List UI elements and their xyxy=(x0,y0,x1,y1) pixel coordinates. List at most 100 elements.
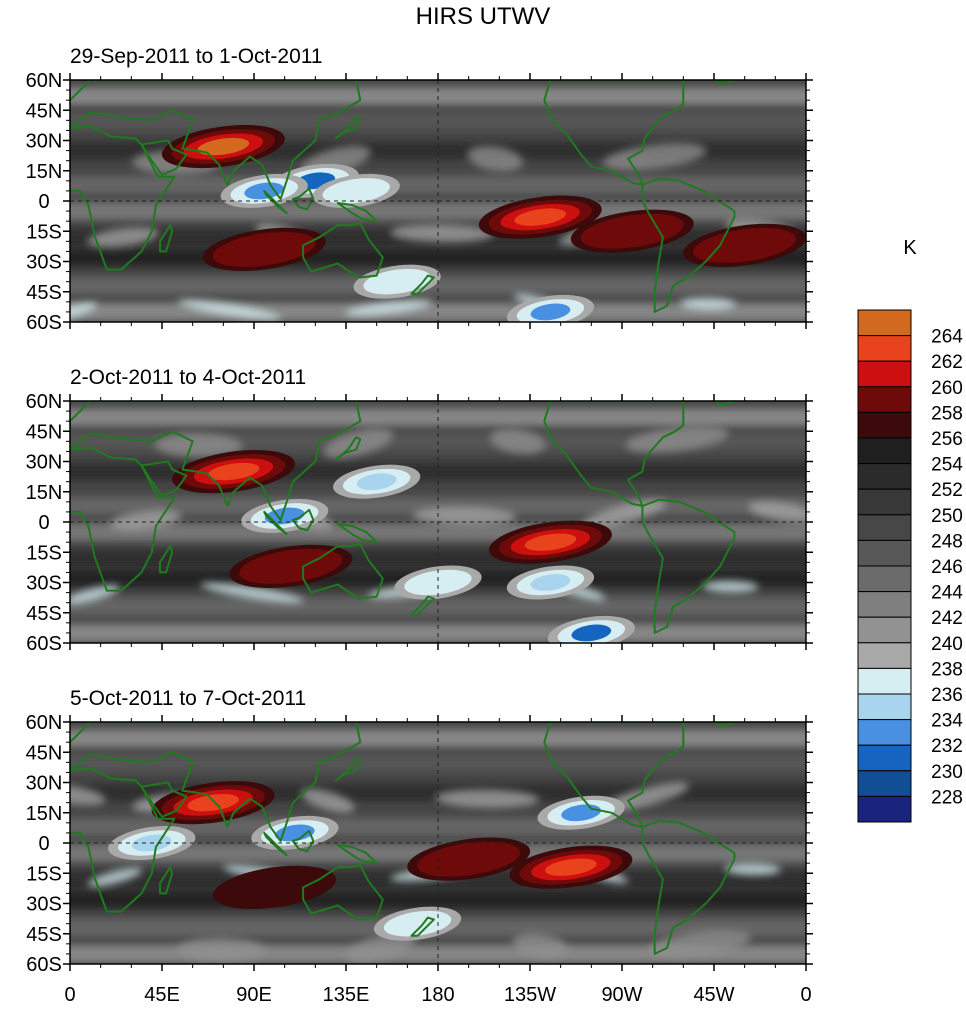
colorbar-label: 246 xyxy=(931,557,963,578)
coastline-7 xyxy=(336,202,378,223)
y-tick-label: 0 xyxy=(38,191,49,213)
field-streak xyxy=(679,297,736,310)
colorbar-box xyxy=(857,539,912,567)
coastline-10 xyxy=(410,916,435,937)
colorbar-box xyxy=(857,770,912,797)
panel-3-subtitle: 5-Oct-2011 to 7-Oct-2011 xyxy=(70,687,306,710)
y-tick-label: 45S xyxy=(26,603,62,625)
coastline-11 xyxy=(543,722,685,828)
field-feature-3-contour-4 xyxy=(545,858,597,876)
colorbar-box xyxy=(857,335,912,362)
field-streak xyxy=(603,143,707,171)
field-streak xyxy=(390,224,495,243)
field-feature-3-contour-3 xyxy=(356,473,397,491)
y-tick-label: 15N xyxy=(26,161,63,183)
colorbar-label: 242 xyxy=(931,608,963,629)
y-tick-label: 30S xyxy=(26,573,62,595)
colorbar-label: 250 xyxy=(931,506,963,527)
coastline-4 xyxy=(302,864,384,921)
y-tick-label: 60S xyxy=(26,312,62,334)
field-feature-1-contour-4 xyxy=(187,793,239,812)
field-feature-6-contour-3 xyxy=(530,574,571,591)
coastline-12 xyxy=(641,177,736,313)
coastline-7 xyxy=(336,844,378,865)
y-tick-label: 60N xyxy=(26,70,63,92)
y-tick-label: 0 xyxy=(38,833,49,855)
field-streak xyxy=(435,789,540,808)
coastline-3 xyxy=(140,781,188,818)
coastline-9 xyxy=(159,866,174,895)
colorbar-label: 258 xyxy=(931,403,963,424)
coastline-3 xyxy=(140,460,188,497)
x-tick-label: 0 xyxy=(64,984,75,1006)
coastline-2 xyxy=(70,80,362,200)
colorbar-box xyxy=(857,565,912,593)
colorbar-box xyxy=(857,463,912,490)
colorbar-box xyxy=(857,795,912,823)
colorbar-label: 248 xyxy=(931,531,963,552)
field-band-8 xyxy=(70,276,806,295)
coastline-6 xyxy=(263,189,288,215)
y-tick-label: 15N xyxy=(26,482,63,504)
field-streak xyxy=(412,506,517,525)
coastline-10 xyxy=(410,274,435,295)
field-streak xyxy=(512,933,568,959)
field-streak xyxy=(300,788,355,813)
y-tick-label: 45S xyxy=(26,924,62,946)
x-tick-label: 45E xyxy=(144,984,180,1006)
colorbar-label: 244 xyxy=(931,583,963,604)
field-streak xyxy=(70,302,98,322)
colorbar-label: 236 xyxy=(931,685,963,706)
colorbar-box xyxy=(857,488,912,516)
panel-3-field xyxy=(70,722,806,964)
y-tick-label: 45S xyxy=(26,282,62,304)
coastline-8 xyxy=(334,436,362,461)
colorbar-label: 262 xyxy=(931,352,963,373)
field-feature-6-contour-4 xyxy=(606,222,658,240)
coastline-7 xyxy=(336,523,378,544)
colorbar-box xyxy=(857,642,912,669)
coastline-12 xyxy=(641,819,736,955)
field-feature-1-contour-4 xyxy=(207,462,260,481)
coastline-2 xyxy=(70,401,362,521)
field-streak xyxy=(87,227,159,248)
coastline-6 xyxy=(263,510,288,536)
colorbar-box xyxy=(857,309,912,337)
field-streak xyxy=(177,937,266,962)
y-tick-label: 30N xyxy=(26,131,63,153)
x-tick-label: 45W xyxy=(693,984,734,1006)
coastline-13 xyxy=(713,80,738,85)
coastline-3 xyxy=(140,139,188,176)
field-feature-4-contour-3 xyxy=(336,182,377,200)
colorbar-box xyxy=(857,591,912,618)
colorbar-box xyxy=(857,386,912,413)
coastline-6 xyxy=(263,831,288,857)
field-streak xyxy=(603,782,690,811)
coastlines xyxy=(70,80,738,313)
y-tick-label: 15S xyxy=(26,863,62,885)
field-streak xyxy=(345,299,433,316)
colorbar-box xyxy=(857,719,912,746)
field-streak xyxy=(648,930,752,958)
colorbar-label: 254 xyxy=(931,455,963,476)
y-tick-label: 30N xyxy=(26,773,63,795)
y-tick-label: 15S xyxy=(26,221,62,243)
colorbar-label: 238 xyxy=(931,659,963,680)
field-feature-1-contour-4 xyxy=(197,137,250,156)
coastline-9 xyxy=(159,545,174,574)
field-streak xyxy=(747,501,806,523)
colorbar-label: 234 xyxy=(931,711,963,732)
y-tick-label: 60N xyxy=(26,712,63,734)
colorbar-label: 256 xyxy=(931,429,963,450)
x-tick-label: 135W xyxy=(504,984,556,1006)
colorbar-label: 232 xyxy=(931,736,963,757)
field-feature-9-contour-3 xyxy=(530,303,571,321)
colorbar-units: K xyxy=(903,237,917,259)
panel-1-subtitle: 29-Sep-2011 to 1-Oct-2011 xyxy=(70,45,323,68)
y-tick-label: 30S xyxy=(26,894,62,916)
coastline-12 xyxy=(641,498,736,634)
colorbar-label: 228 xyxy=(931,787,963,808)
colorbar-box xyxy=(857,411,912,439)
chart-title: HIRS UTWV xyxy=(416,3,551,30)
